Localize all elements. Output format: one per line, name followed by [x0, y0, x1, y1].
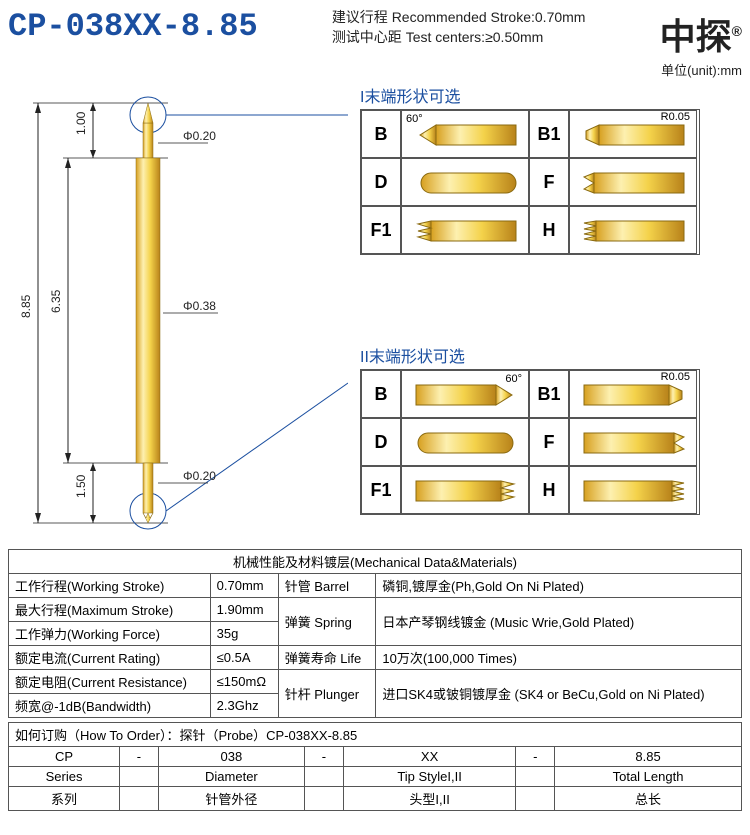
tip2-shape-h [569, 466, 697, 514]
spec-text: 建议行程 Recommended Stroke:0.70mm 测试中心距 Tes… [332, 8, 586, 47]
logo-block: 中探® 单位(unit):mm [660, 8, 742, 79]
dia-mid: Φ0.38 [183, 299, 216, 313]
tip1-label-b: B [361, 110, 401, 158]
part-number: CP-038XX-8.85 [8, 8, 258, 45]
tip1-shape-f [569, 158, 697, 206]
tip1-shape-h [569, 206, 697, 254]
tip1-label-f: F [529, 158, 569, 206]
tip2-label-f1: F1 [361, 466, 401, 514]
order-parts-row: CP - 038 - XX - 8.85 [9, 747, 742, 767]
dim-top: 1.00 [74, 111, 88, 135]
dim-body: 6.35 [49, 289, 63, 313]
order-labels-cn: 系列 针管外径 头型I,II 总长 [9, 787, 742, 811]
tip2-shape-f [569, 418, 697, 466]
tip2-shape-b: 60° [401, 370, 529, 418]
dim-bot: 1.50 [74, 474, 88, 498]
dia-bot: Φ0.20 [183, 469, 216, 483]
tip2-shape-f1 [401, 466, 529, 514]
tip2-label-f: F [529, 418, 569, 466]
probe-svg: 8.85 6.35 1.00 1.50 [8, 83, 348, 543]
tip1-callout: I末端形状可选 [360, 83, 742, 107]
order-table: 如何订购（How To Order）：探针（Probe）CP-038XX-8.8… [8, 722, 742, 811]
tip1-shape-b1: R0.05 [569, 110, 697, 158]
dia-top: Φ0.20 [183, 129, 216, 143]
tip1-label-f1: F1 [361, 206, 401, 254]
tip1-grid: B 60° B1 R0.05 D F [360, 109, 700, 255]
order-title: 如何订购（How To Order）：探针（Probe）CP-038XX-8.8… [9, 723, 742, 747]
probe-diagram: 8.85 6.35 1.00 1.50 [8, 83, 348, 543]
tip1-label-d: D [361, 158, 401, 206]
tip2-shape-d [401, 418, 529, 466]
main-area: 8.85 6.35 1.00 1.50 [8, 83, 742, 543]
tip1-label-h: H [529, 206, 569, 254]
mech-title: 机械性能及材料镀层(Mechanical Data&Materials) [9, 550, 742, 574]
logo-text: 中探 [660, 16, 732, 57]
tip2-shape-b1: R0.05 [569, 370, 697, 418]
tip2-label-h: H [529, 466, 569, 514]
dim-total: 8.85 [19, 294, 33, 318]
tip2-callout: II末端形状可选 [360, 343, 742, 367]
tip2-grid: B 60° B1 R0.05 D F [360, 369, 700, 515]
tip2-label-b: B [361, 370, 401, 418]
registered-icon: ® [732, 23, 742, 39]
tip2-label-b1: B1 [529, 370, 569, 418]
tip1-label-b1: B1 [529, 110, 569, 158]
header: CP-038XX-8.85 建议行程 Recommended Stroke:0.… [8, 8, 742, 79]
tip1-shape-f1 [401, 206, 529, 254]
tip1-shape-b: 60° [401, 110, 529, 158]
mechanical-table: 机械性能及材料镀层(Mechanical Data&Materials) 工作行… [8, 549, 742, 718]
tip-shapes-column: I末端形状可选 B 60° B1 R0.05 D F [360, 83, 742, 543]
tip2-label-d: D [361, 418, 401, 466]
unit-label: 单位(unit):mm [660, 60, 742, 79]
tip1-shape-d [401, 158, 529, 206]
order-labels-en: Series Diameter Tip StyleI,II Total Leng… [9, 767, 742, 787]
